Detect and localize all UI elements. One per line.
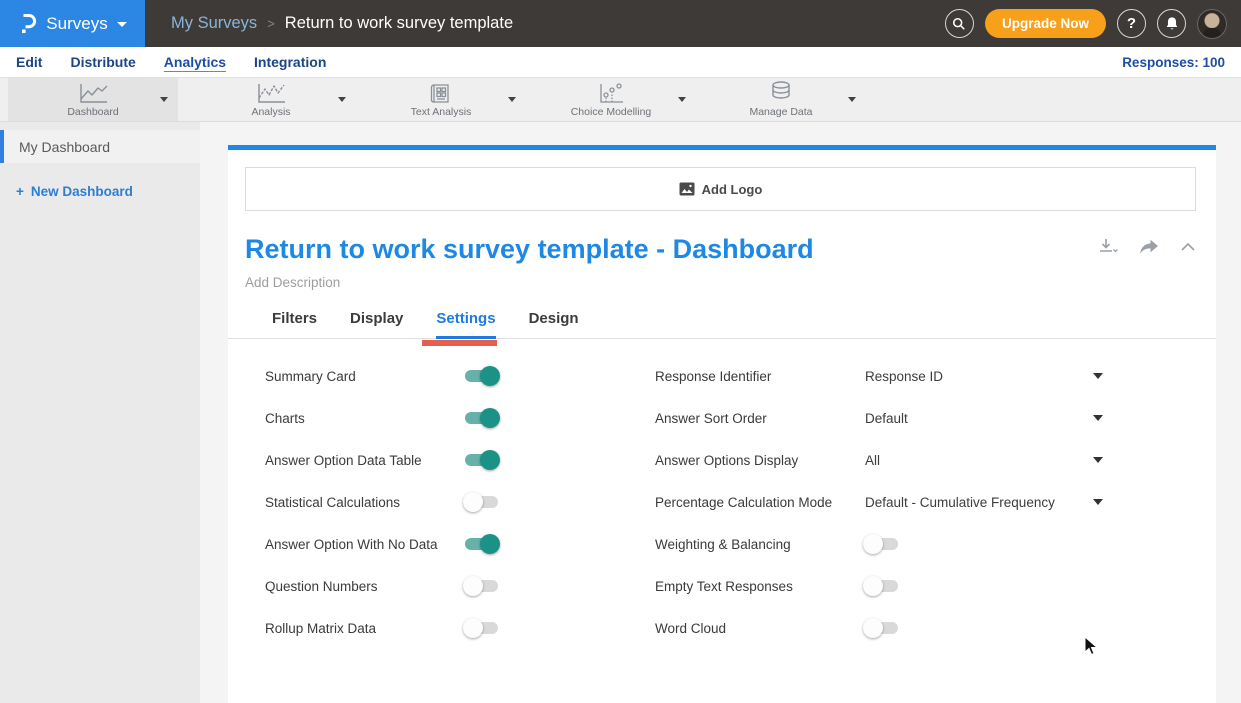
settings-left-column: Summary Card Charts Answer Option Data T…: [228, 355, 655, 649]
setting-row-answer-option-data-table: Answer Option Data Table: [265, 439, 655, 481]
tab-design[interactable]: Design: [528, 310, 579, 327]
setting-row-statistical-calculations: Statistical Calculations: [265, 481, 655, 523]
upgrade-now-button[interactable]: Upgrade Now: [984, 9, 1106, 38]
download-button[interactable]: [1098, 238, 1118, 256]
chevron-down-icon: [1093, 415, 1103, 421]
empty-text-responses-toggle[interactable]: [863, 576, 898, 596]
image-icon: [679, 182, 695, 196]
database-icon: [769, 80, 793, 104]
setting-row-answer-sort-order: Answer Sort Order Default: [655, 397, 1103, 439]
new-dashboard-button[interactable]: + New Dashboard: [16, 184, 133, 199]
setting-row-answer-options-display: Answer Options Display All: [655, 439, 1103, 481]
rollup-matrix-data-toggle[interactable]: [463, 618, 498, 638]
dashboard-sidebar: My Dashboard + New Dashboard: [0, 122, 200, 703]
notifications-button[interactable]: [1157, 9, 1186, 38]
trend-chart-icon: [253, 82, 289, 104]
main-content: Add Logo Return to work survey template …: [200, 122, 1241, 703]
answer-sort-order-select[interactable]: Default: [865, 411, 1103, 426]
toolbar-item-analysis[interactable]: Analysis: [186, 78, 356, 121]
chevron-down-icon: [1093, 457, 1103, 463]
chevron-down-icon: [1093, 499, 1103, 505]
user-avatar[interactable]: [1197, 8, 1227, 39]
word-cloud-toggle[interactable]: [863, 618, 898, 638]
chevron-down-icon[interactable]: [160, 97, 168, 102]
add-description-field[interactable]: Add Description: [245, 275, 341, 290]
analytics-toolbar: Dashboard Analysis Text Analysis Choice …: [0, 78, 1241, 122]
nav-item-distribute[interactable]: Distribute: [70, 54, 136, 70]
tab-display[interactable]: Display: [350, 310, 404, 327]
chevron-down-icon[interactable]: [508, 97, 516, 102]
setting-row-answer-option-with-no-data: Answer Option With No Data: [265, 523, 655, 565]
setting-row-word-cloud: Word Cloud: [655, 607, 1103, 649]
chevron-up-icon: [1181, 242, 1195, 251]
brand-menu[interactable]: Surveys: [0, 0, 145, 47]
card-accent-bar: [228, 145, 1216, 150]
nav-item-edit[interactable]: Edit: [16, 54, 43, 70]
help-button[interactable]: ?: [1117, 9, 1146, 38]
chevron-down-icon[interactable]: [678, 97, 686, 102]
question-numbers-toggle[interactable]: [463, 576, 498, 596]
percentage-calculation-mode-select[interactable]: Default - Cumulative Frequency: [865, 495, 1103, 510]
answer-option-data-table-toggle[interactable]: [465, 450, 500, 470]
page-title: Return to work survey template - Dashboa…: [245, 234, 814, 264]
statistical-calculations-toggle[interactable]: [463, 492, 498, 512]
tab-filters[interactable]: Filters: [272, 310, 318, 327]
breadcrumb: My Surveys > Return to work survey templ…: [171, 14, 513, 33]
response-identifier-select[interactable]: Response ID: [865, 369, 1103, 384]
search-button[interactable]: [944, 9, 974, 38]
topbar-actions: Upgrade Now ?: [944, 8, 1241, 39]
setting-row-question-numbers: Question Numbers: [265, 565, 655, 607]
answer-option-with-no-data-toggle[interactable]: [465, 534, 500, 554]
settings-panel: Summary Card Charts Answer Option Data T…: [228, 355, 1216, 649]
setting-row-charts: Charts: [265, 397, 655, 439]
bell-icon: [1166, 17, 1177, 30]
breadcrumb-my-surveys[interactable]: My Surveys: [171, 14, 258, 32]
share-button[interactable]: [1139, 239, 1159, 255]
search-icon: [953, 17, 966, 30]
setting-row-empty-text-responses: Empty Text Responses: [655, 565, 1103, 607]
top-bar: Surveys My Surveys > Return to work surv…: [0, 0, 1241, 47]
nav-item-analytics[interactable]: Analytics: [163, 54, 227, 70]
share-icon: [1140, 239, 1158, 254]
plus-icon: +: [16, 184, 24, 199]
charts-toggle[interactable]: [465, 408, 500, 428]
setting-row-rollup-matrix-data: Rollup Matrix Data: [265, 607, 655, 649]
tab-settings[interactable]: Settings: [422, 310, 498, 346]
answer-options-display-select[interactable]: All: [865, 453, 1103, 468]
survey-nav: Edit Distribute Analytics Integration Re…: [0, 47, 1241, 78]
setting-row-percentage-calculation-mode: Percentage Calculation Mode Default - Cu…: [655, 481, 1103, 523]
chevron-down-icon[interactable]: [848, 97, 856, 102]
scatter-chart-icon: [596, 82, 626, 104]
chevron-down-icon: [116, 22, 127, 27]
document-grid-icon: [429, 82, 453, 104]
chevron-down-icon: [1093, 373, 1103, 379]
add-logo-button[interactable]: Add Logo: [245, 167, 1196, 211]
red-annotation-marker: [422, 340, 498, 346]
brand-label: Surveys: [46, 13, 108, 33]
toolbar-item-manage-data[interactable]: Manage Data: [696, 78, 866, 121]
questionpro-logo-icon: [18, 12, 37, 36]
toolbar-item-choice-modelling[interactable]: Choice Modelling: [526, 78, 696, 121]
nav-item-integration[interactable]: Integration: [254, 54, 327, 70]
breadcrumb-current: Return to work survey template: [284, 14, 514, 32]
line-chart-icon: [75, 82, 111, 104]
toolbar-item-dashboard[interactable]: Dashboard: [8, 78, 178, 121]
weighting-balancing-toggle[interactable]: [863, 534, 898, 554]
download-icon: [1100, 239, 1118, 253]
sidebar-item-my-dashboard[interactable]: My Dashboard: [0, 130, 200, 163]
toolbar-item-text-analysis[interactable]: Text Analysis: [356, 78, 526, 121]
dashboard-card: Add Logo Return to work survey template …: [228, 145, 1216, 703]
setting-row-response-identifier: Response Identifier Response ID: [655, 355, 1103, 397]
setting-row-weighting-balancing: Weighting & Balancing: [655, 523, 1103, 565]
summary-card-toggle[interactable]: [465, 366, 500, 386]
setting-row-summary-card: Summary Card: [265, 355, 655, 397]
question-mark-icon: ?: [1126, 15, 1137, 32]
responses-count: Responses: 100: [1122, 54, 1225, 70]
collapse-button[interactable]: [1180, 242, 1196, 252]
breadcrumb-separator: >: [267, 16, 275, 31]
settings-right-column: Response Identifier Response ID Answer S…: [655, 355, 1216, 649]
dashboard-tabs: Filters Display Settings Design: [228, 310, 1216, 346]
chevron-down-icon[interactable]: [338, 97, 346, 102]
